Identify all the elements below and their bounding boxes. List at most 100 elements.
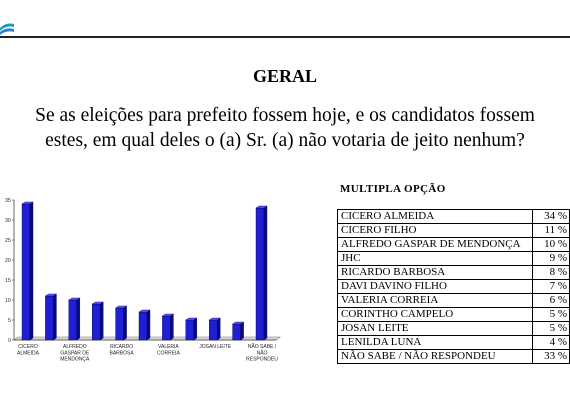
bar-top [68,297,81,301]
x-category-label: CORREIA [157,350,180,356]
y-tick-label: 15 [5,278,11,284]
bar-side [99,301,104,341]
x-category-label: RICARDO [110,344,133,350]
candidate-name: CICERO FILHO [336,223,534,238]
x-category-label: GASPAR DE [60,350,89,356]
bar-side [76,297,81,341]
table-row: JHC 9 % [336,251,570,266]
bar-side [123,305,127,341]
candidate-name: CICERO ALMEIDA [336,209,534,224]
candidate-name: NÃO SABE / NÃO RESPONDEU [336,349,534,364]
bar-top [161,313,175,317]
candidate-percent: 5 % [532,307,570,322]
table-row: LENILDA LUNA 4 % [336,335,570,350]
bar-top [138,309,151,313]
question-line-2: estes, em qual deles o (a) Sr. (a) não v… [45,130,525,151]
y-tick-label: 20 [5,258,11,264]
x-category-label: NÃO SABE / [248,343,277,350]
survey-question: Se as eleições para prefeito fossem hoje… [0,103,570,153]
x-category-label: JOSAN LEITE [199,344,232,350]
bar-top [208,317,221,321]
table-title: MULTIPLA OPÇÃO [340,183,446,195]
bar-side [170,313,174,341]
bar [114,305,128,341]
table-row: CORINTHO CAMPELO 5 % [336,307,570,322]
x-category-label: MENDONÇA [60,357,90,363]
bar-side [193,317,198,341]
bar-front [45,295,54,341]
bar-top [91,301,104,305]
bar [91,301,104,341]
candidate-name: VALERIA CORREIA [336,293,534,308]
table-row: ALFREDO GASPAR DE MENDONÇA 10 % [336,237,570,252]
bar [161,313,175,341]
results-table: CICERO ALMEIDA 34 % CICERO FILHO 11 % ALFRED… [336,209,570,364]
candidate-percent: 4 % [532,335,570,350]
bar-side [263,205,268,341]
table-row: CICERO ALMEIDA 34 % [336,209,570,224]
candidate-percent: 34 % [532,209,570,224]
x-category-label: VALERIA [158,344,179,350]
bar-front [115,307,124,341]
bar [208,317,221,341]
page-title: GERAL [252,66,317,86]
candidate-name: CORINTHO CAMPELO [336,307,534,322]
candidate-name: JOSAN LEITE [336,321,534,336]
candidate-name: ALFREDO GASPAR DE MENDONÇA [336,237,534,252]
bar [44,293,58,341]
bar-top [255,205,268,209]
bar-top [114,305,128,309]
bar [68,297,81,341]
table-row: NÃO SABE / NÃO RESPONDEU 33 % [336,349,570,364]
y-tick-label: 30 [5,218,11,224]
y-tick-label: 10 [5,298,11,304]
bar-front [91,303,101,341]
bar [185,317,198,341]
logo-icon [0,20,14,36]
table-row: RICARDO BARBOSA 8 % [336,265,570,280]
bar [21,201,34,341]
table-row: JOSAN LEITE 5 % [336,321,570,336]
x-category-label: BARBOSA [110,350,135,356]
x-category-label: CICERO [18,344,38,350]
x-category-label: RESPONDEU [246,357,278,363]
y-tick-label: 5 [8,318,11,324]
bar-side [216,317,221,341]
table-row: CICERO FILHO 11 % [336,223,570,238]
x-category-label: NÃO [257,349,268,356]
bar-front [185,319,195,341]
bar [138,309,151,341]
bar-front [21,203,31,341]
question-line-1: Se as eleições para prefeito fossem hoje… [35,105,535,126]
bar-top [21,201,34,205]
bar-front [208,319,218,341]
candidate-percent: 7 % [532,279,570,294]
bar-side [146,309,151,341]
table-row: DAVI DAVINO FILHO 7 % [336,279,570,294]
candidate-percent: 9 % [532,251,570,266]
candidate-percent: 6 % [532,293,570,308]
candidate-name: JHC [336,251,534,266]
bar-front [162,315,171,341]
bar-side [240,321,244,341]
candidate-percent: 5 % [532,321,570,336]
bar-side [29,201,34,341]
bar-front [255,207,265,341]
candidate-name: RICARDO BARBOSA [336,265,534,280]
bar [255,205,268,341]
bar-top [44,293,58,297]
bar [231,321,245,341]
candidate-percent: 10 % [532,237,570,252]
table-row: VALERIA CORREIA 6 % [336,293,570,308]
x-category-label: ALMEIDA [17,350,40,356]
y-tick-label: 0 [8,338,11,344]
y-tick-label: 25 [5,238,11,244]
candidate-percent: 11 % [532,223,570,238]
bar-top [185,317,198,321]
candidate-percent: 8 % [532,265,570,280]
bar-side [53,293,57,341]
bar-front [68,299,78,341]
candidate-percent: 33 % [532,349,570,364]
bar-top [231,321,245,325]
